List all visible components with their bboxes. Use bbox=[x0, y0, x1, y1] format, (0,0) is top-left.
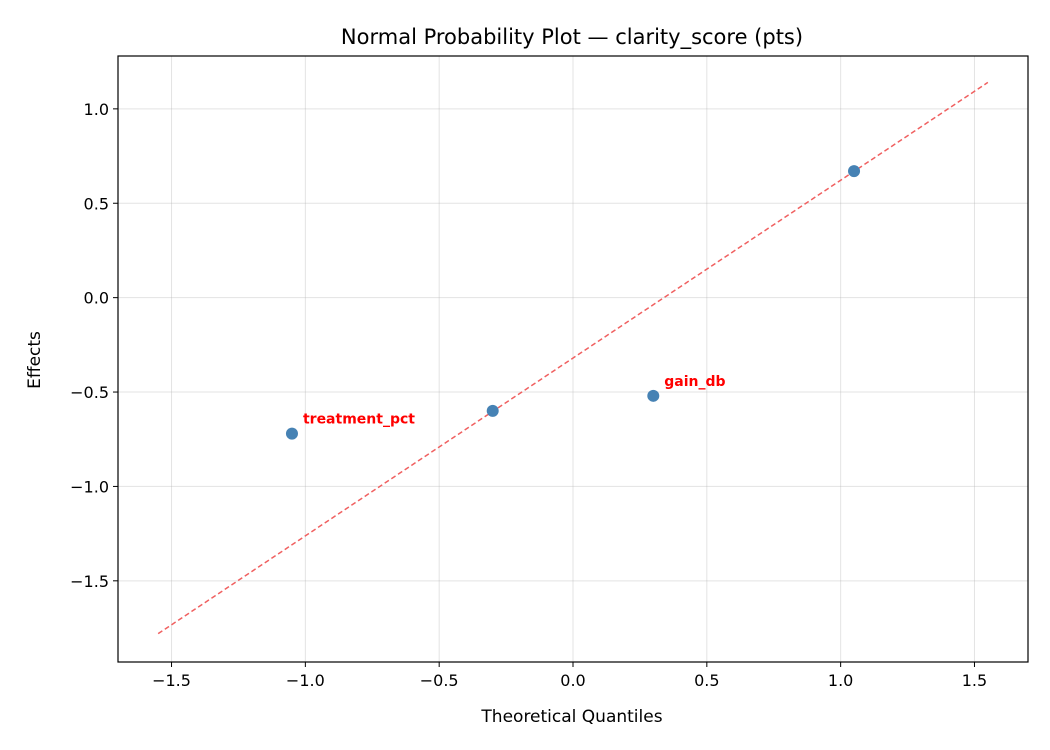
x-tick-label: 1.0 bbox=[828, 671, 853, 690]
y-axis-ticks: −1.5 −1.0 −0.5 0.0 0.5 1.0 bbox=[70, 100, 118, 591]
data-point bbox=[285, 427, 298, 440]
data-points bbox=[285, 165, 861, 440]
x-tick-label: 1.5 bbox=[962, 671, 987, 690]
point-annotations: treatment_pct gain_db bbox=[303, 374, 726, 428]
x-tick-label: −1.0 bbox=[286, 671, 325, 690]
chart-title: Normal Probability Plot — clarity_score … bbox=[341, 25, 803, 50]
x-axis-label: Theoretical Quantiles bbox=[480, 707, 662, 727]
x-tick-label: −0.5 bbox=[420, 671, 459, 690]
x-tick-label: 0.5 bbox=[694, 671, 719, 690]
y-tick-label: 0.5 bbox=[84, 194, 109, 213]
y-axis-label: Effects bbox=[25, 331, 45, 389]
y-tick-label: −1.0 bbox=[70, 477, 109, 496]
point-annotation: gain_db bbox=[664, 374, 725, 390]
x-tick-label: 0.0 bbox=[560, 671, 585, 690]
grid bbox=[118, 56, 1028, 662]
y-tick-label: −1.5 bbox=[70, 572, 109, 591]
y-tick-label: −0.5 bbox=[70, 383, 109, 402]
y-tick-label: 0.0 bbox=[84, 289, 109, 308]
data-point bbox=[848, 165, 861, 178]
data-point bbox=[486, 404, 499, 417]
data-point bbox=[647, 389, 660, 402]
x-axis-ticks: −1.5 −1.0 −0.5 0.0 0.5 1.0 1.5 bbox=[152, 662, 987, 690]
reference-line bbox=[157, 81, 989, 635]
x-tick-label: −1.5 bbox=[152, 671, 191, 690]
y-tick-label: 1.0 bbox=[84, 100, 109, 119]
reference-line-group bbox=[157, 81, 989, 635]
point-annotation: treatment_pct bbox=[303, 412, 415, 428]
